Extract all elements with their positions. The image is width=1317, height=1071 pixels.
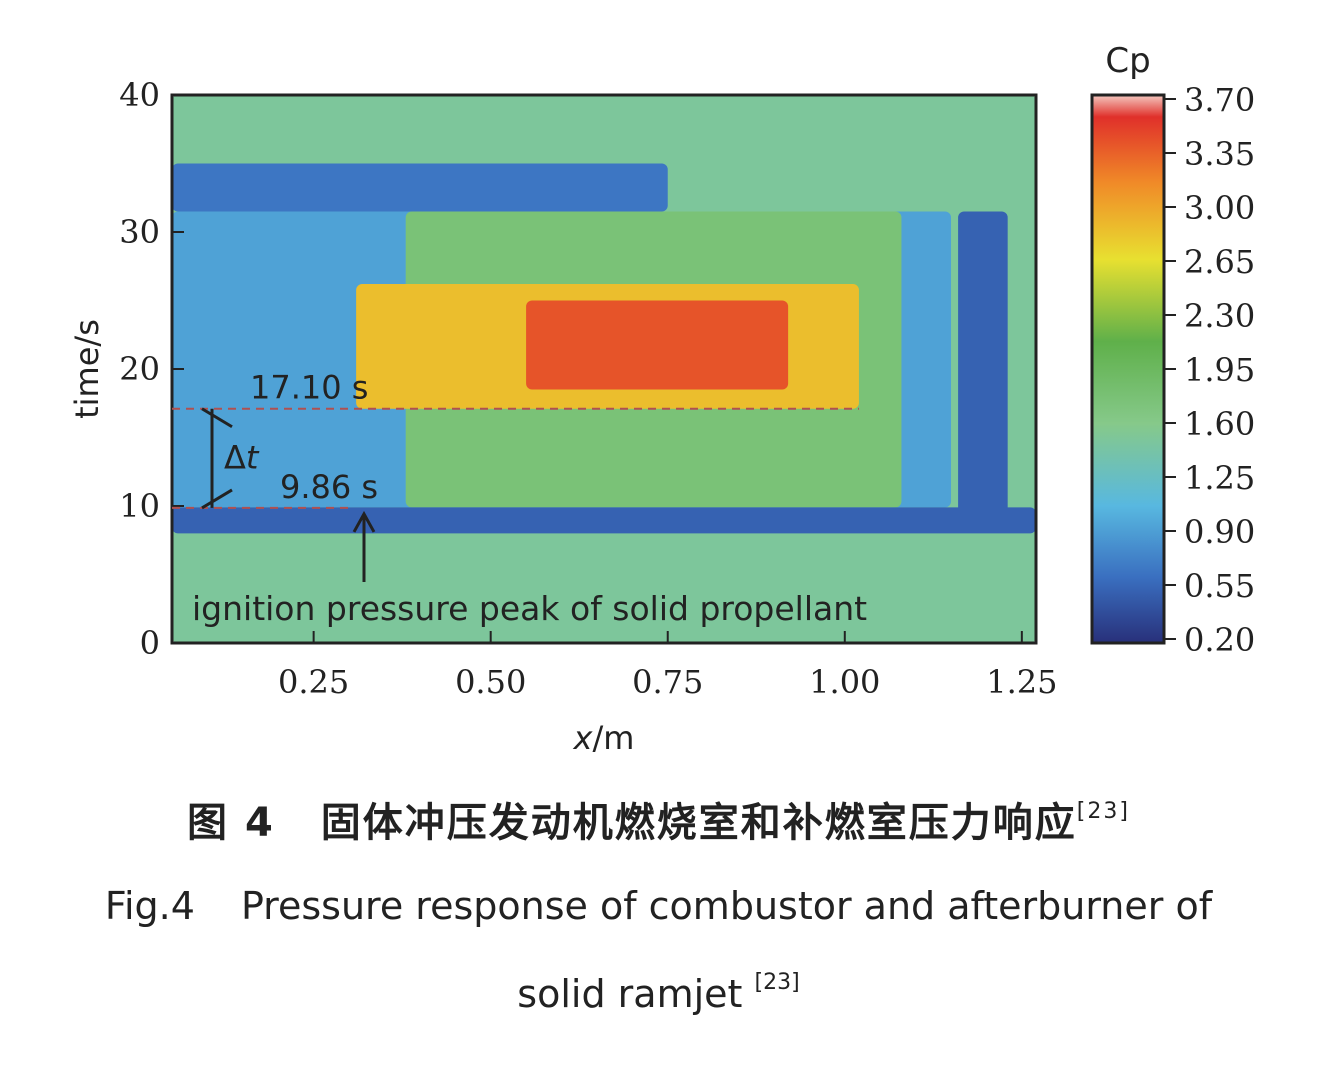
heatmap-region <box>172 163 668 212</box>
heatmap-region <box>526 300 789 390</box>
t1-label: 17.10 s <box>250 369 368 407</box>
y-tick-label: 10 <box>119 487 160 525</box>
caption-en-ref: [23] <box>754 970 800 995</box>
caption-cn-text: 固体冲压发动机燃烧室和补燃室压力响应 <box>320 800 1077 846</box>
delta-bracket-top <box>201 407 233 429</box>
heatmap <box>172 95 1036 643</box>
y-axis-label: time/s <box>68 319 106 419</box>
y-tick-label: 30 <box>119 213 160 251</box>
x-tick-label: 1.00 <box>809 663 880 701</box>
heatmap-region <box>172 507 1036 534</box>
x-tick-label: 1.25 <box>986 663 1057 701</box>
x-axis: 0.25 0.50 0.75 1.00 1.25 <box>278 631 1057 701</box>
colorbar-title: Cp <box>1105 41 1150 81</box>
colorbar-tick-label: 2.30 <box>1184 297 1255 335</box>
caption-en: Fig.4 Pressure response of combustor and … <box>0 884 1317 928</box>
caption-en-label: Fig.4 <box>104 884 195 928</box>
colorbar-tick-label: 0.55 <box>1184 567 1255 605</box>
colorbar-tick-label: 0.90 <box>1184 513 1255 551</box>
ignition-arrowhead <box>352 510 376 533</box>
caption-en-text: Pressure response of combustor and after… <box>240 884 1213 928</box>
x-tick-label: 0.75 <box>632 663 703 701</box>
x-tick-label: 0.25 <box>278 663 349 701</box>
caption-en-line2: solid ramjet [23] <box>0 970 1317 1016</box>
colorbar-tick-label: 3.00 <box>1184 189 1255 227</box>
t2-label: 9.86 s <box>280 468 378 506</box>
x-axis-var: x <box>573 719 594 757</box>
y-tick-label: 20 <box>119 350 160 388</box>
delta-bracket-bottom <box>201 488 233 510</box>
y-tick-label: 40 <box>119 76 160 114</box>
x-axis-unit: /m <box>592 719 634 757</box>
colorbar-tick-label: 1.95 <box>1184 351 1255 389</box>
caption-cn-label: 图 4 <box>187 800 275 846</box>
ignition-label: ignition pressure peak of solid propella… <box>192 589 867 628</box>
colorbar-tick-label: 3.70 <box>1184 81 1255 119</box>
caption-cn-ref: [23] <box>1076 799 1130 824</box>
x-axis-label: x/m <box>573 719 635 757</box>
colorbar <box>1090 93 1166 645</box>
y-tick-label: 0 <box>140 624 160 662</box>
heatmap-region <box>958 211 1008 513</box>
delta-label: Δt <box>224 438 260 476</box>
colorbar-ticks: 3.70 3.35 3.00 2.65 2.30 1.95 1.60 1.25 0.90 0.55… <box>1164 81 1255 659</box>
y-axis: 0 10 20 30 40 <box>119 76 184 662</box>
colorbar-tick-label: 3.35 <box>1184 135 1255 173</box>
x-tick-label: 0.50 <box>455 663 526 701</box>
caption-en-text2: solid ramjet <box>517 972 743 1016</box>
colorbar-tick-label: 0.20 <box>1184 621 1255 659</box>
caption-cn: 图 4 固体冲压发动机燃烧室和补燃室压力响应[23] <box>0 790 1317 848</box>
colorbar-tick-label: 1.25 <box>1184 459 1255 497</box>
annotations: 17.10 s 9.86 s Δt ignition pressure peak of… <box>172 369 867 628</box>
colorbar-tick-label: 1.60 <box>1184 405 1255 443</box>
colorbar-tick-label: 2.65 <box>1184 243 1255 281</box>
